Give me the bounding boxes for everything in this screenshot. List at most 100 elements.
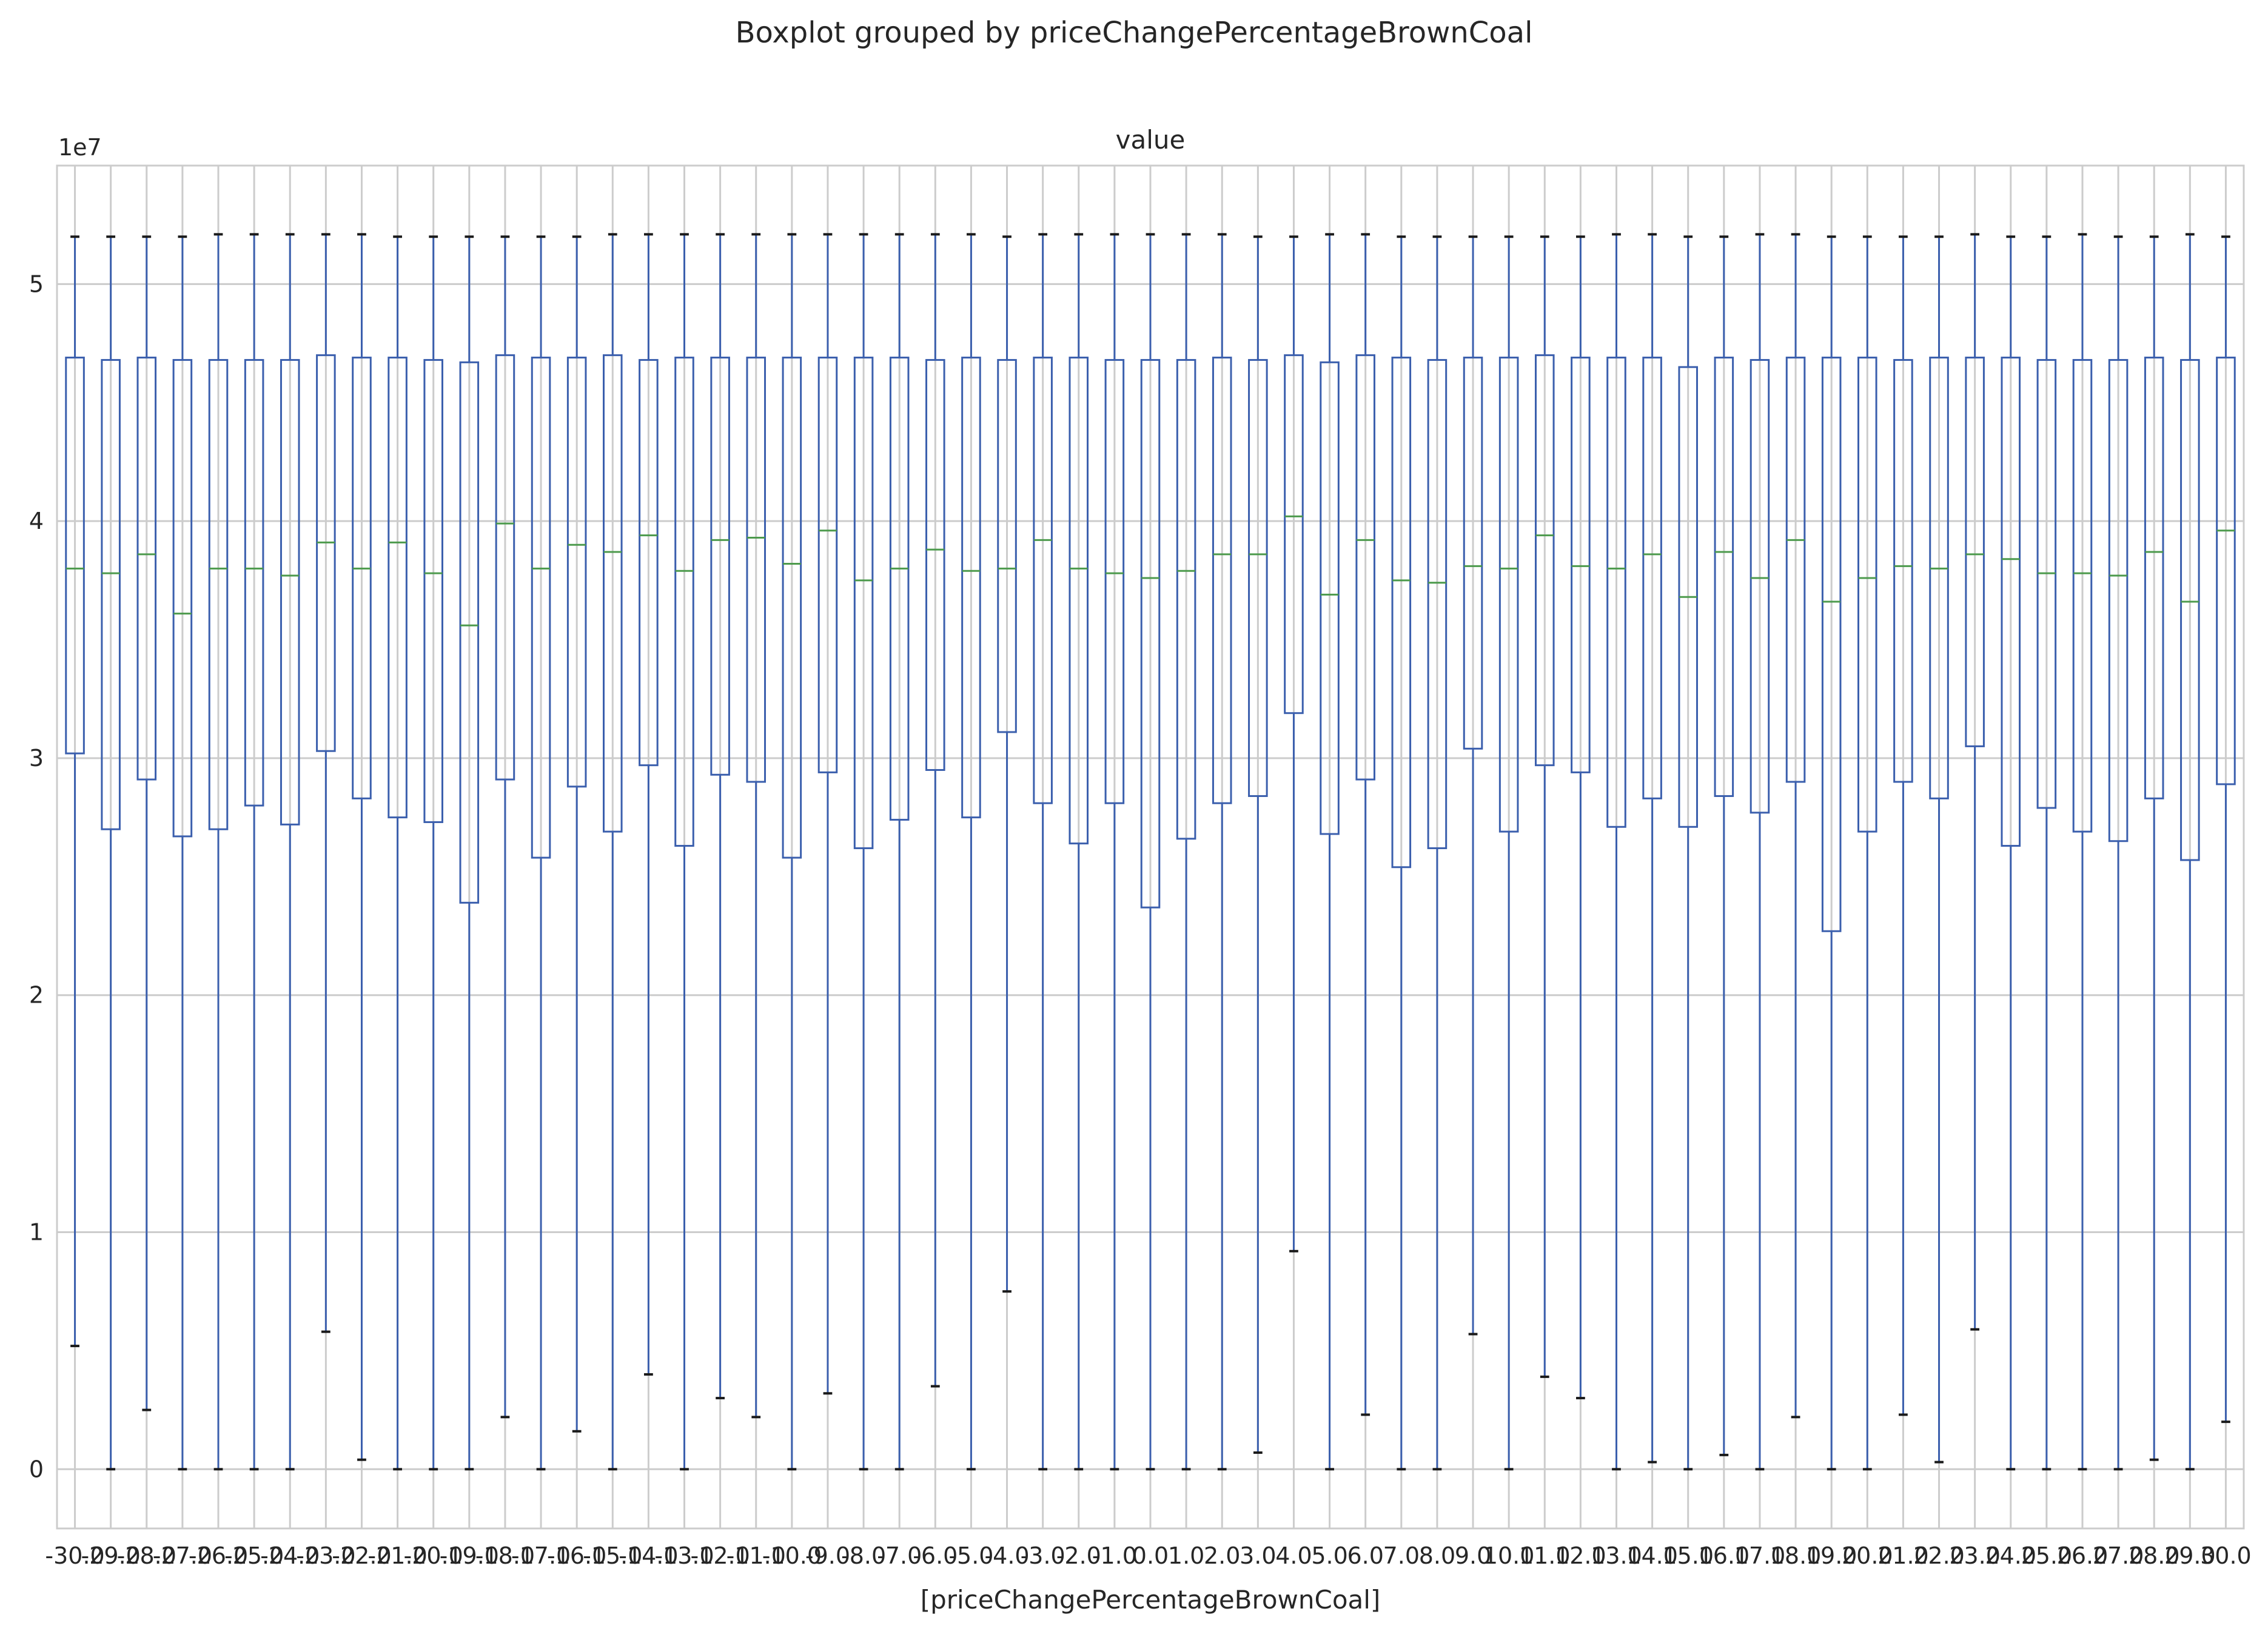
- box: [2144, 357, 2164, 799]
- box: [423, 358, 443, 823]
- box: [172, 358, 193, 838]
- x-tick-label: 21.0: [1877, 1542, 1929, 1569]
- box-group: [2180, 233, 2200, 1471]
- box-group: [1033, 233, 1053, 1471]
- plot-frame: [56, 164, 2245, 1530]
- x-tick-label: -2.0: [1056, 1542, 1101, 1569]
- box-group: [244, 233, 264, 1471]
- box-group: [1176, 233, 1196, 1471]
- box: [1571, 357, 1591, 773]
- x-tick-label: 0.0: [1132, 1542, 1169, 1569]
- box: [1248, 358, 1268, 797]
- x-tick-label: 11.0: [1519, 1542, 1571, 1569]
- box: [136, 357, 157, 781]
- box-group: [817, 233, 838, 1395]
- y-tick-label: 3: [29, 745, 44, 772]
- box-group: [2072, 233, 2093, 1471]
- box: [1498, 357, 1519, 833]
- box-group: [1355, 233, 1375, 1416]
- x-tick-label: 15.0: [1662, 1542, 1714, 1569]
- y-offset-label: 1e7: [58, 134, 102, 161]
- box-group: [1571, 235, 1591, 1400]
- box: [2072, 358, 2093, 833]
- box-group: [1785, 233, 1806, 1419]
- chart-suptitle: Boxplot grouped by priceChangePercentage…: [736, 16, 1533, 50]
- box-group: [208, 233, 229, 1471]
- box: [244, 358, 264, 807]
- x-tick-label: 27.0: [2093, 1542, 2144, 1569]
- box: [639, 358, 659, 767]
- box: [1427, 358, 1448, 849]
- box-group: [1714, 235, 1734, 1456]
- x-tick-label: -7.0: [877, 1542, 922, 1569]
- x-tick-label: 10.0: [1483, 1542, 1535, 1569]
- x-tick-label: -24.0: [260, 1542, 320, 1569]
- box: [782, 357, 802, 859]
- box: [603, 354, 623, 833]
- box-group: [172, 235, 193, 1471]
- box: [1212, 357, 1232, 804]
- box: [2216, 357, 2236, 785]
- box-group: [1320, 233, 1340, 1471]
- x-tick-label: -25.0: [224, 1542, 284, 1569]
- box: [2036, 358, 2057, 809]
- box: [1391, 357, 1412, 869]
- box: [746, 357, 767, 783]
- x-tick-label: -13.0: [654, 1542, 714, 1569]
- x-tick-label: -26.0: [189, 1542, 248, 1569]
- box: [1284, 354, 1304, 714]
- box-group: [2216, 235, 2236, 1424]
- x-tick-label: -21.0: [367, 1542, 427, 1569]
- x-tick-label: -19.0: [440, 1542, 499, 1569]
- box: [388, 357, 408, 819]
- box: [1176, 358, 1196, 840]
- x-tick-label: 13.0: [1591, 1542, 1642, 1569]
- x-tick-label: -28.0: [117, 1542, 176, 1569]
- box: [1033, 357, 1053, 804]
- box-group: [495, 235, 515, 1419]
- box: [817, 357, 838, 773]
- box-group: [853, 233, 874, 1471]
- box-group: [1140, 233, 1161, 1471]
- box-group: [531, 235, 551, 1471]
- box: [352, 357, 372, 799]
- box: [1714, 357, 1734, 797]
- box: [316, 354, 336, 752]
- box-group: [101, 235, 121, 1471]
- box-group: [961, 233, 981, 1471]
- y-tick-label: 5: [29, 271, 44, 297]
- box-group: [1104, 233, 1125, 1471]
- box: [280, 358, 300, 825]
- box-group: [65, 235, 85, 1348]
- x-tick-label: 26.0: [2057, 1542, 2109, 1569]
- box-group: [1821, 235, 1842, 1471]
- box-group: [1284, 235, 1304, 1252]
- box: [1893, 358, 1913, 783]
- box: [2001, 357, 2021, 847]
- box-group: [782, 233, 802, 1471]
- box-group: [1069, 233, 1089, 1471]
- x-tick-label: 2.0: [1204, 1542, 1240, 1569]
- box: [101, 358, 121, 830]
- box: [1750, 358, 1770, 814]
- box-group: [1750, 233, 1770, 1471]
- x-tick-label: 12.0: [1555, 1542, 1606, 1569]
- box: [1642, 357, 1662, 799]
- box-group: [136, 235, 157, 1411]
- box: [2180, 358, 2200, 861]
- box: [1463, 357, 1483, 750]
- box-group: [746, 233, 767, 1419]
- box-group: [1212, 233, 1232, 1471]
- box-group: [2144, 235, 2164, 1461]
- box: [566, 357, 587, 788]
- box: [1785, 357, 1806, 783]
- x-tick-label: 24.0: [1985, 1542, 2036, 1569]
- x-tick-label: 18.0: [1770, 1542, 1822, 1569]
- x-tick-label: -23.0: [296, 1542, 355, 1569]
- box-group: [459, 235, 480, 1471]
- x-tick-label: -17.0: [511, 1542, 571, 1569]
- x-tick-label: -30.0: [45, 1542, 104, 1569]
- x-tick-label: -22.0: [332, 1542, 391, 1569]
- x-tick-label: -18.0: [475, 1542, 535, 1569]
